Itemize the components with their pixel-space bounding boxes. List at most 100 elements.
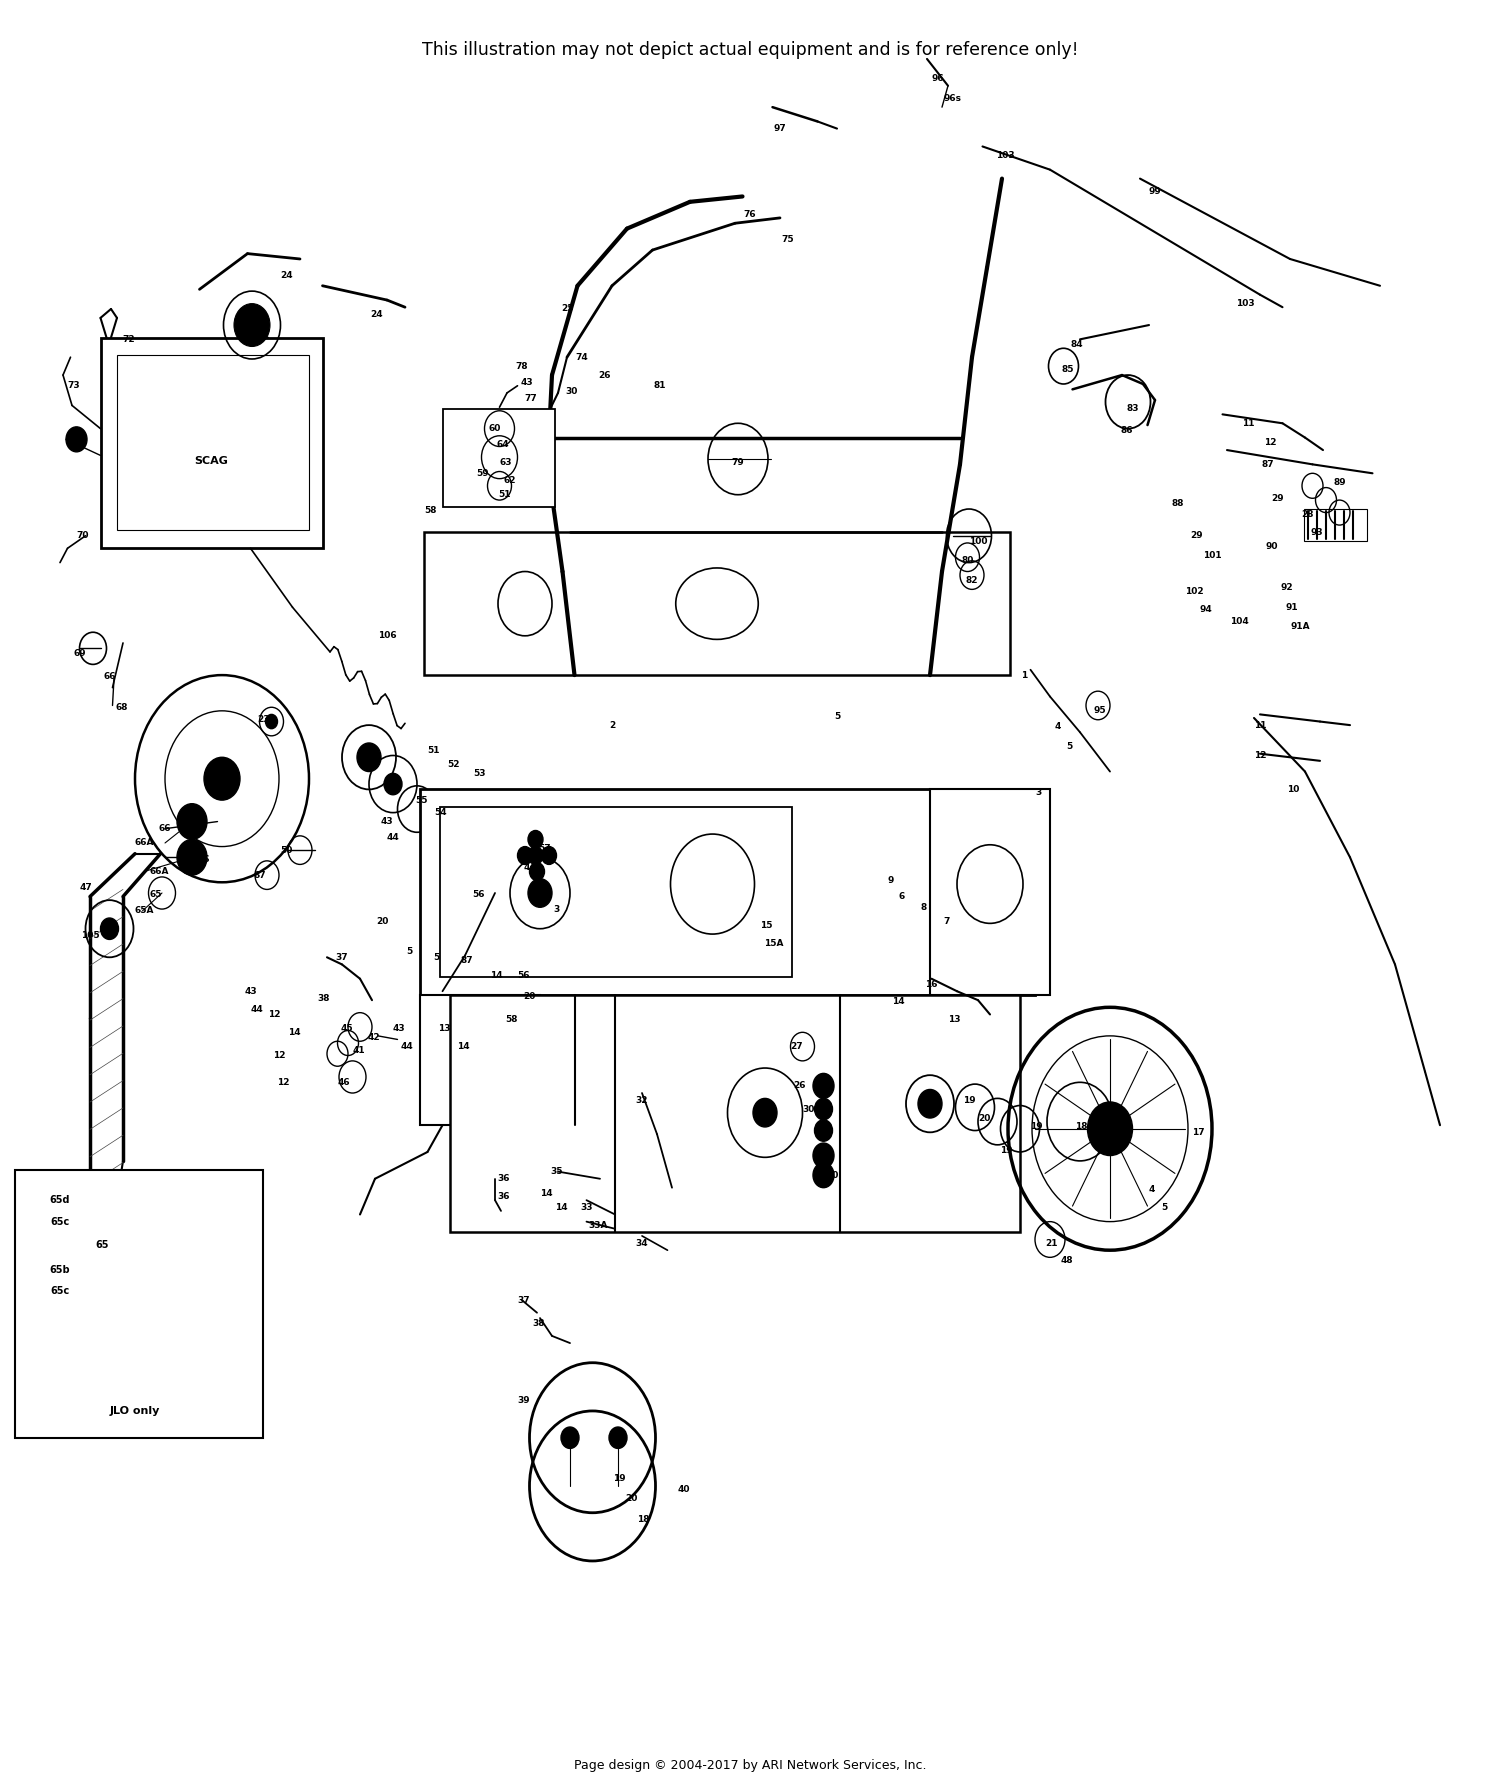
Text: 18: 18 [638,1515,650,1525]
Circle shape [1088,1102,1132,1156]
Circle shape [30,1268,45,1286]
Text: 12: 12 [1254,750,1266,761]
Circle shape [918,1089,942,1118]
Circle shape [177,804,207,839]
Text: 8: 8 [815,1127,821,1138]
Circle shape [813,1163,834,1188]
Text: 38: 38 [318,993,330,1004]
Bar [100,338,322,548]
Text: SCAG: SCAG [195,455,228,466]
Text: 44: 44 [70,434,82,445]
Text: 94: 94 [1200,604,1212,614]
Text: 71: 71 [258,330,270,341]
Text: 5: 5 [1161,1202,1167,1213]
Bar [930,789,1050,995]
Text: 36: 36 [498,1173,510,1184]
Text: 65c: 65c [51,1286,69,1297]
Text: 27: 27 [790,1041,802,1052]
Text: ARI: ARI [633,818,927,968]
Text: 30: 30 [566,386,578,396]
Text: 12: 12 [278,1077,290,1088]
Circle shape [813,1073,834,1098]
Text: 1: 1 [1022,670,1028,680]
Text: 57: 57 [538,843,550,854]
Text: 20: 20 [978,1113,990,1123]
Text: 5: 5 [834,711,840,722]
Circle shape [234,304,270,346]
Text: 70: 70 [76,530,88,541]
Bar [420,789,1035,995]
Circle shape [177,839,207,875]
Circle shape [66,427,87,452]
Text: 46: 46 [338,1077,350,1088]
Text: 49: 49 [363,747,375,757]
Circle shape [518,847,532,864]
Text: 4: 4 [1149,1184,1155,1195]
Circle shape [542,847,556,864]
Text: 74: 74 [576,352,588,363]
Text: 106: 106 [378,630,396,641]
Text: 101: 101 [1203,550,1221,561]
Text: 25: 25 [561,304,573,314]
Text: 38: 38 [532,1318,544,1329]
Text: 65: 65 [150,889,162,900]
Text: 59: 59 [477,468,489,479]
Text: 8: 8 [921,902,927,913]
Text: 19: 19 [614,1473,626,1484]
Text: 103: 103 [1236,298,1254,309]
Text: 72: 72 [123,334,135,345]
Text: 105: 105 [81,931,99,941]
Text: 12: 12 [1264,438,1276,448]
Text: 66A: 66A [135,838,153,848]
Bar [1304,509,1366,541]
Text: 58: 58 [424,505,436,516]
Text: 87: 87 [460,956,472,966]
Circle shape [266,714,278,729]
Text: 47: 47 [80,882,92,893]
Bar [424,532,1010,675]
Text: 29: 29 [1272,493,1284,504]
Text: 20: 20 [827,1170,839,1181]
Text: 23: 23 [258,714,270,725]
Text: 68: 68 [116,702,128,713]
Text: 28: 28 [1302,509,1314,520]
Text: 37: 37 [518,1295,530,1306]
Text: 97: 97 [774,123,786,134]
Text: 100: 100 [969,536,987,547]
Text: 24: 24 [280,270,292,280]
Text: 95: 95 [1094,705,1106,716]
Text: 43: 43 [518,848,530,859]
Text: 65c: 65c [51,1216,69,1227]
Text: 14: 14 [892,997,904,1007]
Text: 60: 60 [489,423,501,434]
Text: 80: 80 [962,555,974,566]
Text: 87: 87 [1262,459,1274,470]
Text: 104: 104 [1230,616,1248,627]
Text: 91: 91 [1286,602,1298,613]
Circle shape [813,1143,834,1168]
Text: 79: 79 [732,457,744,468]
Text: 26: 26 [598,370,610,380]
Text: 39: 39 [518,1395,530,1406]
Text: 66: 66 [198,854,210,864]
Circle shape [561,1427,579,1448]
Text: 65b: 65b [50,1264,70,1275]
Circle shape [530,863,544,880]
Text: 3: 3 [554,904,560,914]
Text: 20: 20 [376,916,388,927]
Text: 36: 36 [498,1191,510,1202]
Text: 5: 5 [433,952,439,963]
Text: 89: 89 [1334,477,1346,488]
Text: 65A: 65A [135,906,153,916]
Text: 15A: 15A [764,938,783,948]
Text: 51: 51 [427,745,439,755]
Text: 19: 19 [1000,1145,1012,1156]
Text: 69: 69 [74,648,86,659]
Text: 83: 83 [1126,404,1138,414]
Text: 43: 43 [244,986,256,997]
Text: 30: 30 [802,1104,814,1114]
Text: 9: 9 [888,875,894,886]
Text: 88: 88 [1172,498,1184,509]
Text: 66A: 66A [148,866,168,877]
Text: 32: 32 [636,1095,648,1106]
